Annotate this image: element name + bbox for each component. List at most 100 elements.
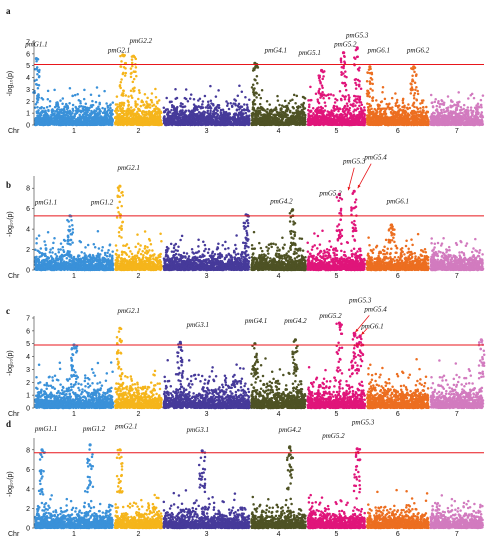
point — [276, 95, 279, 98]
point — [158, 117, 161, 120]
point — [251, 116, 254, 119]
point — [114, 116, 117, 119]
point — [146, 97, 149, 100]
point — [253, 68, 256, 71]
point — [77, 108, 80, 111]
point — [204, 95, 207, 98]
point — [193, 113, 196, 116]
point — [363, 109, 366, 112]
point — [283, 121, 286, 124]
point — [316, 98, 319, 101]
point — [302, 108, 305, 111]
point — [348, 98, 351, 101]
point — [251, 123, 254, 126]
point — [218, 104, 221, 107]
point — [74, 94, 77, 97]
point — [191, 119, 194, 122]
point — [227, 102, 230, 105]
point — [303, 123, 306, 126]
point — [318, 77, 321, 80]
point — [68, 112, 71, 115]
point — [61, 121, 64, 124]
point — [42, 123, 45, 126]
point — [312, 112, 315, 115]
point — [154, 113, 157, 116]
point — [324, 101, 327, 104]
point — [263, 124, 266, 127]
point — [127, 104, 130, 107]
point — [269, 122, 272, 125]
point — [149, 106, 152, 109]
point — [396, 99, 399, 102]
point — [101, 107, 104, 110]
point — [343, 96, 346, 99]
point — [244, 122, 247, 125]
point — [205, 106, 208, 109]
point — [124, 67, 127, 70]
point — [47, 109, 50, 112]
point — [108, 119, 111, 122]
point — [286, 107, 289, 110]
point — [277, 99, 280, 102]
point — [145, 121, 148, 124]
point — [83, 116, 86, 119]
point — [299, 113, 302, 116]
point — [252, 103, 255, 106]
point — [51, 113, 54, 116]
point — [185, 98, 188, 101]
point — [280, 107, 283, 110]
point — [296, 95, 299, 98]
point — [80, 123, 83, 126]
point — [292, 112, 295, 115]
point — [62, 123, 64, 126]
point — [189, 97, 192, 100]
point — [181, 103, 184, 106]
point — [140, 105, 143, 108]
point — [202, 106, 205, 109]
point — [339, 90, 342, 93]
point — [122, 73, 125, 76]
point — [356, 101, 359, 104]
point — [136, 113, 139, 116]
point — [363, 106, 366, 109]
point — [372, 96, 375, 99]
point — [174, 117, 177, 120]
point — [146, 102, 149, 105]
point — [318, 75, 321, 78]
point — [56, 105, 59, 108]
point — [35, 123, 38, 126]
point — [231, 117, 234, 120]
point — [39, 107, 42, 110]
point — [53, 118, 56, 121]
point — [260, 97, 263, 100]
point — [260, 114, 263, 117]
point — [163, 115, 166, 118]
point — [319, 123, 322, 126]
point — [95, 120, 98, 123]
point — [354, 104, 357, 107]
point — [358, 96, 361, 99]
point — [68, 102, 71, 105]
point — [47, 90, 50, 93]
point — [196, 106, 199, 109]
point — [268, 103, 271, 106]
point — [112, 101, 115, 104]
point — [300, 123, 303, 126]
point — [296, 106, 299, 109]
point — [217, 89, 220, 92]
point — [151, 92, 154, 95]
point — [302, 116, 305, 119]
point — [39, 123, 42, 126]
point — [246, 108, 249, 111]
point — [231, 106, 234, 109]
point — [120, 110, 123, 113]
point — [245, 119, 248, 122]
point — [253, 78, 256, 81]
point — [353, 115, 356, 118]
point — [49, 119, 52, 122]
point — [36, 95, 39, 98]
point — [273, 119, 276, 122]
point — [135, 58, 138, 61]
point — [75, 122, 78, 125]
point — [125, 94, 128, 97]
